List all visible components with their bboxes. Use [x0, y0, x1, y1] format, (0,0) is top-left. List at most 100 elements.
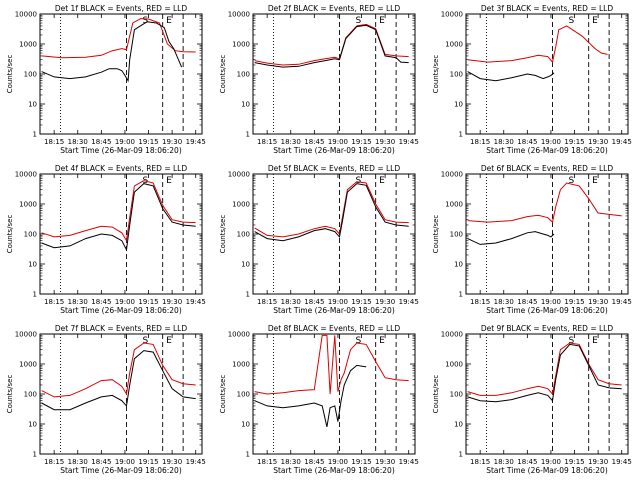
x-tick-label: 19:45 [612, 298, 632, 306]
plot-frame [465, 333, 629, 455]
y-tick-label: 1000 [445, 41, 463, 49]
y-tick-label: 10 [241, 421, 250, 429]
x-tick-label: 18:45 [304, 458, 324, 466]
marker-label-e: E [592, 176, 598, 186]
x-tick-label: 19:15 [351, 298, 371, 306]
x-axis-label: Start Time (26-Mar-09 18:06:20) [486, 306, 608, 315]
y-tick-label: 10000 [441, 171, 463, 179]
x-axis-label: Start Time (26-Mar-09 18:06:20) [60, 466, 182, 475]
x-tick-label: 19:15 [351, 138, 371, 146]
y-tick-label: 1000 [232, 41, 250, 49]
panel-title: Det 4f BLACK = Events, RED = LLD [55, 164, 188, 173]
x-tick-label: 19:30 [162, 298, 182, 306]
y-tick-label: 10 [28, 261, 37, 269]
y-axis-label: Counts/sec [6, 375, 14, 414]
y-tick-label: 1 [246, 451, 250, 459]
panel-7: Det 7f BLACK = Events, RED = LLD 1 10 100 10… [6, 324, 206, 475]
series-line-lld [254, 334, 409, 395]
plot-frame [39, 13, 203, 135]
y-tick-label: 1000 [19, 201, 37, 209]
y-tick-label: 1 [33, 291, 37, 299]
x-tick-label: 18:45 [304, 298, 324, 306]
x-tick-label: 18:15 [257, 458, 277, 466]
x-tick-label: 18:30 [68, 298, 88, 306]
y-axis-label: Counts/sec [432, 55, 440, 94]
y-tick-label: 100 [237, 71, 250, 79]
panel-title: Det 7f BLACK = Events, RED = LLD [55, 324, 188, 333]
y-tick-label: 1000 [19, 41, 37, 49]
x-tick-label: 18:30 [281, 298, 301, 306]
x-axis-label: Start Time (26-Mar-09 18:06:20) [273, 306, 395, 315]
marker-label-e: E [166, 16, 172, 26]
x-tick-label: 19:00 [541, 298, 561, 306]
y-tick-label: 100 [237, 231, 250, 239]
series-line-lld [254, 181, 409, 238]
y-axis-label: Counts/sec [219, 55, 227, 94]
x-axis-label: Start Time (26-Mar-09 18:06:20) [486, 466, 608, 475]
x-tick-label: 19:45 [186, 138, 206, 146]
y-tick-label: 100 [450, 71, 463, 79]
x-tick-label: 18:15 [470, 458, 490, 466]
x-tick-label: 19:00 [328, 138, 348, 146]
x-tick-label: 19:45 [186, 458, 206, 466]
marker-label-s: S [356, 176, 362, 186]
y-tick-label: 10000 [15, 171, 37, 179]
x-tick-label: 19:00 [541, 138, 561, 146]
x-tick-label: 19:15 [138, 138, 158, 146]
panel-8: Det 8f BLACK = Events, RED = LLD 1 10 100 10… [219, 324, 419, 475]
y-tick-label: 1 [246, 291, 250, 299]
marker-label-s: S [569, 176, 575, 186]
panel-3: Det 3f BLACK = Events, RED = LLD 1 10 100 10… [432, 4, 632, 155]
plot-frame [252, 173, 416, 295]
y-tick-label: 10 [454, 421, 463, 429]
x-tick-label: 19:45 [399, 458, 419, 466]
x-tick-label: 19:15 [564, 458, 584, 466]
x-tick-label: 19:00 [115, 138, 135, 146]
marker-label-e: E [379, 336, 385, 346]
x-tick-label: 18:45 [91, 458, 111, 466]
marker-label-e: E [592, 336, 598, 346]
series-line-events [41, 350, 196, 411]
y-tick-label: 10000 [228, 171, 250, 179]
series-line-events [254, 183, 409, 242]
x-tick-label: 18:30 [281, 458, 301, 466]
x-tick-label: 18:30 [68, 458, 88, 466]
y-tick-label: 10 [241, 261, 250, 269]
x-tick-label: 19:00 [541, 458, 561, 466]
panel-title: Det 3f BLACK = Events, RED = LLD [481, 4, 614, 13]
marker-label-s: S [569, 336, 575, 346]
y-axis-label: Counts/sec [219, 375, 227, 414]
y-tick-label: 1 [33, 131, 37, 139]
marker-label-s: S [569, 16, 575, 26]
x-axis-label: Start Time (26-Mar-09 18:06:20) [273, 466, 395, 475]
plot-frame [465, 13, 629, 135]
x-tick-label: 18:30 [281, 138, 301, 146]
x-tick-label: 19:15 [351, 458, 371, 466]
y-tick-label: 1 [459, 131, 463, 139]
marker-label-e: E [379, 16, 385, 26]
y-tick-label: 10 [28, 101, 37, 109]
panel-6: Det 6f BLACK = Events, RED = LLD 1 10 100 10… [432, 164, 632, 315]
series-line-lld [41, 342, 196, 398]
x-tick-label: 18:15 [44, 138, 64, 146]
plot-frame [39, 333, 203, 455]
panel-title: Det 9f BLACK = Events, RED = LLD [481, 324, 614, 333]
x-tick-label: 19:30 [375, 298, 395, 306]
series-line-events [41, 21, 183, 83]
x-tick-label: 18:45 [517, 298, 537, 306]
panel-title: Det 6f BLACK = Events, RED = LLD [481, 164, 614, 173]
marker-label-e: E [379, 176, 385, 186]
y-tick-label: 10000 [228, 11, 250, 19]
x-tick-label: 19:00 [328, 298, 348, 306]
x-tick-label: 18:45 [517, 458, 537, 466]
plot-frame [465, 173, 629, 295]
panel-4: Det 4f BLACK = Events, RED = LLD 1 10 100 10… [6, 164, 206, 315]
y-tick-label: 1000 [19, 361, 37, 369]
x-axis-label: Start Time (26-Mar-09 18:06:20) [60, 306, 182, 315]
x-tick-label: 19:00 [115, 458, 135, 466]
x-tick-label: 19:30 [588, 298, 608, 306]
y-tick-label: 1000 [232, 361, 250, 369]
x-tick-label: 19:45 [612, 138, 632, 146]
panel-5: Det 5f BLACK = Events, RED = LLD 1 10 100 10… [219, 164, 419, 315]
